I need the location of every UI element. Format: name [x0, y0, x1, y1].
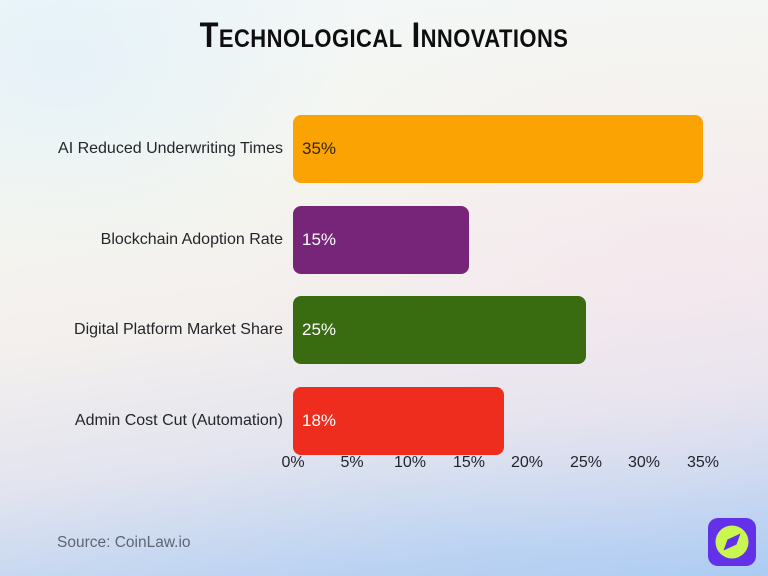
chart-title: Technological Innovations: [199, 16, 569, 55]
category-label: Digital Platform Market Share: [74, 320, 283, 338]
x-axis-tick-label: 30%: [627, 454, 661, 471]
bar-value-label: 25%: [302, 320, 337, 339]
bar: 35%: [293, 115, 703, 183]
source-credit: Source: CoinLaw.io: [57, 534, 191, 551]
bar-value-label: 18%: [302, 411, 337, 430]
category-label: Blockchain Adoption Rate: [100, 230, 283, 248]
x-axis-tick-label: 0%: [281, 454, 305, 471]
bar: 25%: [293, 296, 586, 364]
bar-value-label: 15%: [302, 230, 337, 249]
coinlaw-compass-logo: [708, 518, 756, 566]
x-axis-tick-label: 25%: [569, 454, 603, 471]
x-axis-tick-label: 20%: [510, 454, 544, 471]
x-axis-tick-label: 15%: [452, 454, 486, 471]
category-label: Admin Cost Cut (Automation): [74, 411, 283, 429]
bar: 15%: [293, 206, 469, 274]
compass-icon: [715, 525, 749, 559]
x-axis-tick-label: 10%: [393, 454, 427, 471]
x-axis-tick-label: 35%: [686, 454, 720, 471]
x-axis-tick-label: 5%: [340, 454, 364, 471]
category-label: AI Reduced Underwriting Times: [58, 139, 283, 157]
bar: 18%: [293, 387, 504, 455]
bar-value-label: 35%: [302, 139, 337, 158]
